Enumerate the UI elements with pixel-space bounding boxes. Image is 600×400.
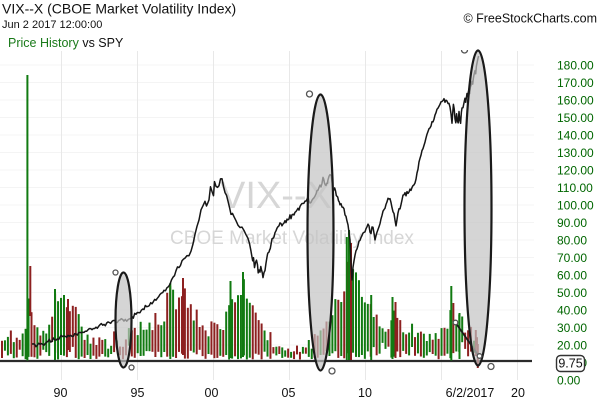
svg-text:0.00: 0.00 [557, 373, 581, 387]
svg-text:20.00: 20.00 [557, 338, 587, 352]
svg-text:Price History vs SPY: Price History vs SPY [8, 36, 124, 50]
svg-text:160.00: 160.00 [557, 93, 594, 107]
svg-text:90: 90 [54, 386, 68, 400]
svg-text:60.00: 60.00 [557, 268, 587, 282]
svg-text:170.00: 170.00 [557, 76, 594, 90]
svg-text:Jun 2 2017 12:00:00: Jun 2 2017 12:00:00 [2, 19, 102, 31]
svg-text:40.00: 40.00 [557, 303, 587, 317]
svg-text:20: 20 [511, 386, 525, 400]
svg-text:180.00: 180.00 [557, 58, 594, 72]
svg-text:95: 95 [131, 386, 145, 400]
svg-text:150.00: 150.00 [557, 111, 594, 125]
svg-text:VIX--X (CBOE Market Volatility: VIX--X (CBOE Market Volatility Index) [2, 1, 236, 17]
svg-text:140.00: 140.00 [557, 128, 594, 142]
svg-text:© FreeStockCharts.com: © FreeStockCharts.com [463, 12, 597, 26]
svg-text:00: 00 [205, 386, 219, 400]
svg-text:110.00: 110.00 [557, 181, 593, 195]
svg-text:100.00: 100.00 [557, 198, 594, 212]
svg-text:120.00: 120.00 [557, 163, 594, 177]
svg-text:50.00: 50.00 [557, 286, 587, 300]
svg-text:90.00: 90.00 [557, 216, 587, 230]
svg-text:70.00: 70.00 [557, 251, 587, 265]
svg-text:10: 10 [358, 386, 372, 400]
svg-text:CBOE Market Volatility Index: CBOE Market Volatility Index [170, 228, 414, 249]
svg-text:6/2/2017: 6/2/2017 [446, 386, 495, 400]
svg-text:130.00: 130.00 [557, 146, 594, 160]
svg-text:9.75: 9.75 [558, 357, 582, 371]
svg-text:30.00: 30.00 [557, 321, 587, 335]
svg-text:80.00: 80.00 [557, 233, 587, 247]
svg-text:05: 05 [282, 386, 296, 400]
